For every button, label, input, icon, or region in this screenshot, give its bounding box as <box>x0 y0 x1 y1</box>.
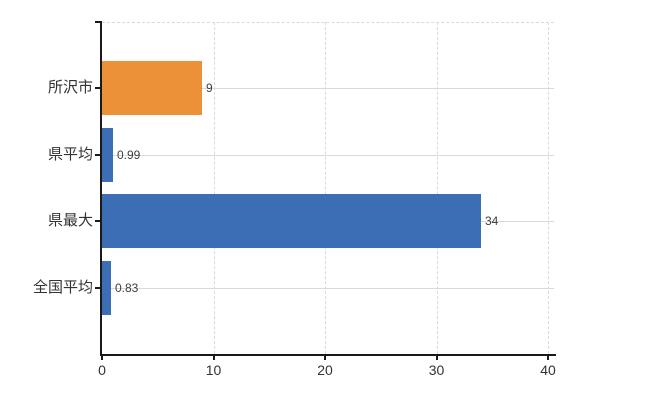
x-gridline <box>436 22 438 354</box>
bar <box>102 194 481 248</box>
y-axis-tick <box>95 287 102 289</box>
bar-value-label: 34 <box>485 214 499 228</box>
bar <box>102 61 202 115</box>
top-gridline <box>102 22 554 23</box>
y-axis-tick <box>95 87 102 89</box>
y-axis-line <box>100 22 102 356</box>
x-axis-tick-label: 40 <box>540 362 556 378</box>
x-axis-tick <box>101 354 103 360</box>
category-gridline <box>102 155 554 156</box>
x-axis-tick-label: 30 <box>428 362 445 378</box>
category-label: 県最大 <box>47 212 93 229</box>
y-axis-tick <box>95 21 102 23</box>
x-axis-tick-label: 20 <box>317 362 333 378</box>
x-axis-tick <box>212 354 215 360</box>
bar-value-label: 0.99 <box>117 148 141 162</box>
y-axis-tick <box>95 220 102 222</box>
bar-value-label: 9 <box>206 81 213 95</box>
x-gridline <box>325 22 326 354</box>
x-axis-tick-label: 10 <box>205 362 222 378</box>
x-axis-tick <box>324 354 326 360</box>
x-gridline <box>548 22 549 354</box>
category-gridline <box>102 88 554 89</box>
x-axis-tick <box>547 354 549 360</box>
x-axis-line <box>100 354 556 356</box>
category-label: 全国平均 <box>32 279 93 296</box>
category-gridline <box>102 288 554 289</box>
x-axis-tick-label: 0 <box>98 362 106 378</box>
category-label: 所沢市 <box>47 79 93 96</box>
y-axis-tick <box>95 154 102 156</box>
bar <box>102 128 113 182</box>
x-axis-tick <box>435 354 438 360</box>
bar <box>102 261 111 315</box>
x-gridline <box>213 22 215 354</box>
category-label: 県平均 <box>47 146 93 163</box>
bar-value-label: 0.83 <box>115 281 139 295</box>
